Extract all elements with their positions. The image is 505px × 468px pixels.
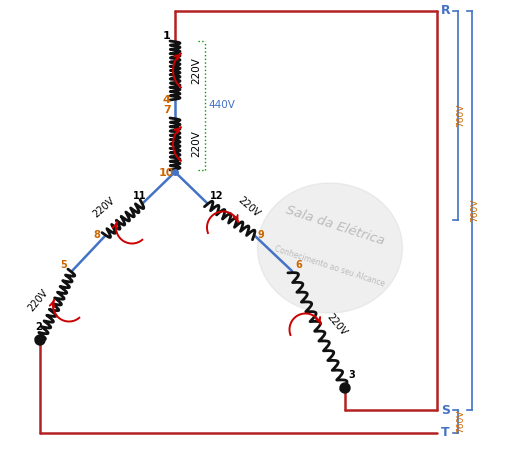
Text: Sala da Elétrica: Sala da Elétrica [283,204,385,248]
Text: 5: 5 [60,260,67,270]
Text: 760V: 760V [456,410,465,433]
Text: 220V: 220V [91,196,117,219]
Text: 11: 11 [133,191,146,201]
Text: R: R [440,5,450,17]
Text: 6: 6 [294,260,301,270]
Text: 220V: 220V [190,57,200,84]
Text: Conhecimento ao seu Alcance: Conhecimento ao seu Alcance [273,244,385,288]
Text: 7: 7 [163,105,170,115]
Text: 220V: 220V [26,288,50,314]
Text: 10: 10 [159,168,174,178]
Text: 220V: 220V [190,131,200,157]
Text: 8: 8 [93,230,99,240]
Circle shape [35,335,45,345]
Ellipse shape [257,183,401,313]
Text: 1: 1 [163,31,170,41]
Text: 12: 12 [210,191,223,201]
Text: 9: 9 [258,230,264,240]
Circle shape [339,383,349,393]
Text: T: T [440,426,449,439]
Text: S: S [440,403,449,417]
Text: 760V: 760V [470,199,479,222]
Text: 220V: 220V [324,312,348,337]
Text: 4: 4 [163,95,171,105]
Text: 220V: 220V [236,196,261,219]
Text: 2: 2 [35,322,42,332]
Text: 3: 3 [347,370,354,380]
Text: 760V: 760V [456,104,465,127]
Text: 440V: 440V [208,101,234,110]
